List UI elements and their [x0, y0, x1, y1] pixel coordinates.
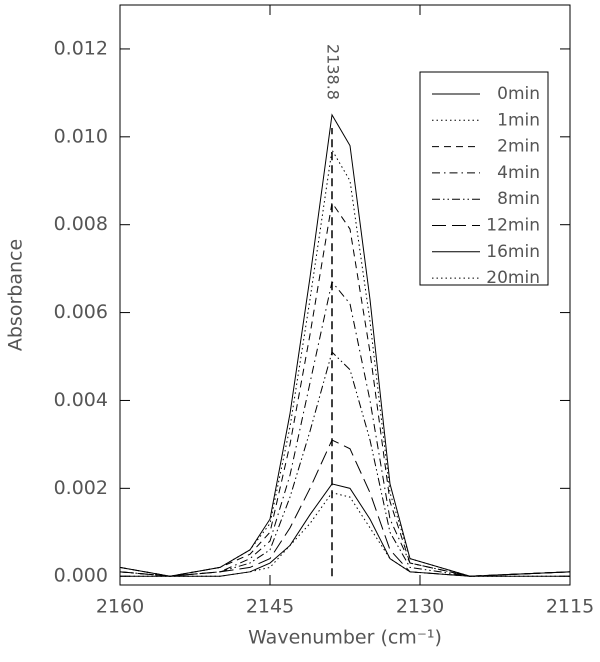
x-tick-label: 2115: [546, 596, 594, 618]
y-tick-label: 0.008: [54, 213, 108, 235]
series-line: [120, 483, 570, 577]
legend-box: [419, 71, 549, 286]
plot-frame: [119, 4, 571, 586]
x-tick-label: 2145: [246, 596, 294, 618]
legend-label: 2min: [497, 137, 540, 157]
legend-label: 12min: [486, 216, 540, 236]
annotation-text: 2138.8: [324, 44, 343, 100]
legend-label: 16min: [486, 242, 540, 262]
y-tick-label: 0.000: [54, 565, 108, 587]
legend-label: 4min: [497, 163, 540, 183]
legend-label: 20min: [486, 268, 540, 288]
legend-label: 1min: [497, 110, 540, 130]
x-tick-label: 2130: [396, 596, 444, 618]
series-line: [119, 439, 571, 577]
y-axis-label: Absorbance: [5, 239, 27, 351]
x-axis-label: Wavenumber (cm⁻¹): [248, 627, 442, 649]
legend-label: 0min: [497, 84, 540, 104]
y-tick-label: 0.004: [54, 389, 108, 411]
y-tick-label: 0.002: [54, 477, 108, 499]
x-tick-label: 2160: [96, 596, 144, 618]
y-tick-label: 0.010: [54, 125, 108, 147]
series-line: [120, 492, 570, 577]
series-line: [119, 351, 571, 577]
y-tick-label: 0.012: [54, 37, 108, 59]
legend-label: 8min: [497, 189, 540, 209]
y-tick-label: 0.006: [54, 301, 108, 323]
series-line: [119, 201, 571, 577]
series-line: [119, 148, 571, 577]
series-line: [119, 280, 571, 577]
